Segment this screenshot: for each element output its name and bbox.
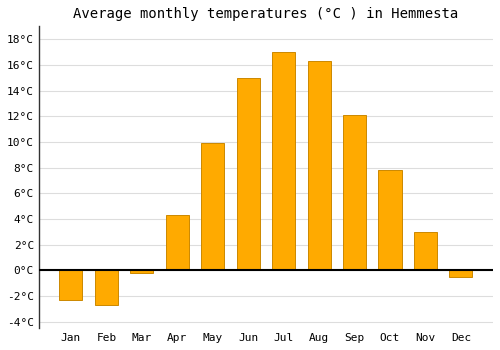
Bar	[308, 61, 330, 271]
Bar	[60, 271, 82, 300]
Bar	[450, 271, 472, 277]
Bar	[272, 52, 295, 271]
Title: Average monthly temperatures (°C ) in Hemmesta: Average monthly temperatures (°C ) in He…	[74, 7, 458, 21]
Bar	[130, 271, 154, 273]
Bar	[378, 170, 402, 271]
Bar	[95, 271, 118, 305]
Bar	[236, 78, 260, 271]
Bar	[201, 143, 224, 271]
Bar	[414, 232, 437, 271]
Bar	[343, 115, 366, 271]
Bar	[166, 215, 189, 271]
